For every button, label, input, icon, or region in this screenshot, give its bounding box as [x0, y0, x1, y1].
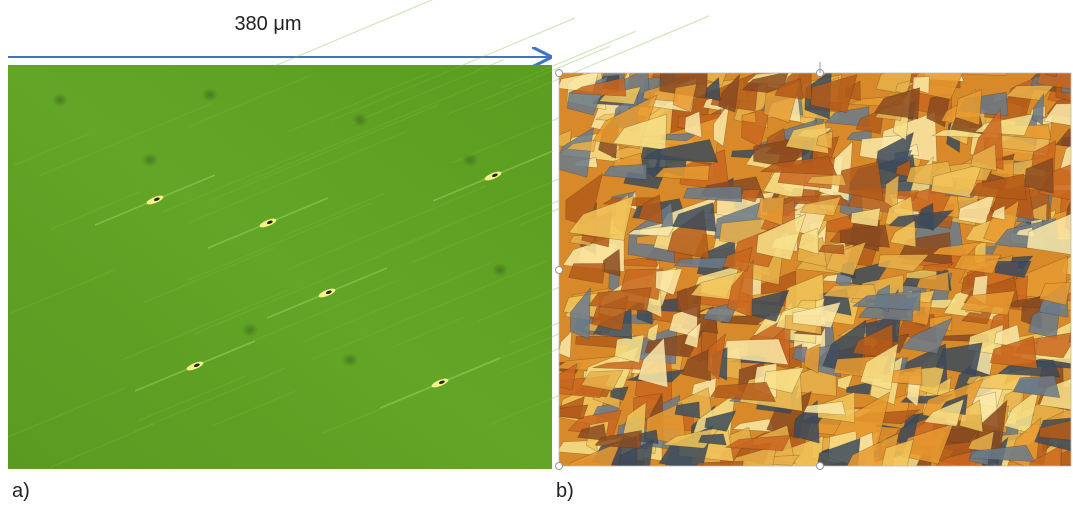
scale-label: 380 μm — [234, 13, 301, 35]
page: 380 μm a) b) (() => { const data = JSON.… — [0, 0, 1073, 509]
figure: 380 μm a) b) — [0, 0, 1073, 509]
panel-b-image — [548, 53, 1073, 492]
panel-label: b) — [556, 480, 574, 502]
panel-label: a) — [12, 480, 30, 502]
